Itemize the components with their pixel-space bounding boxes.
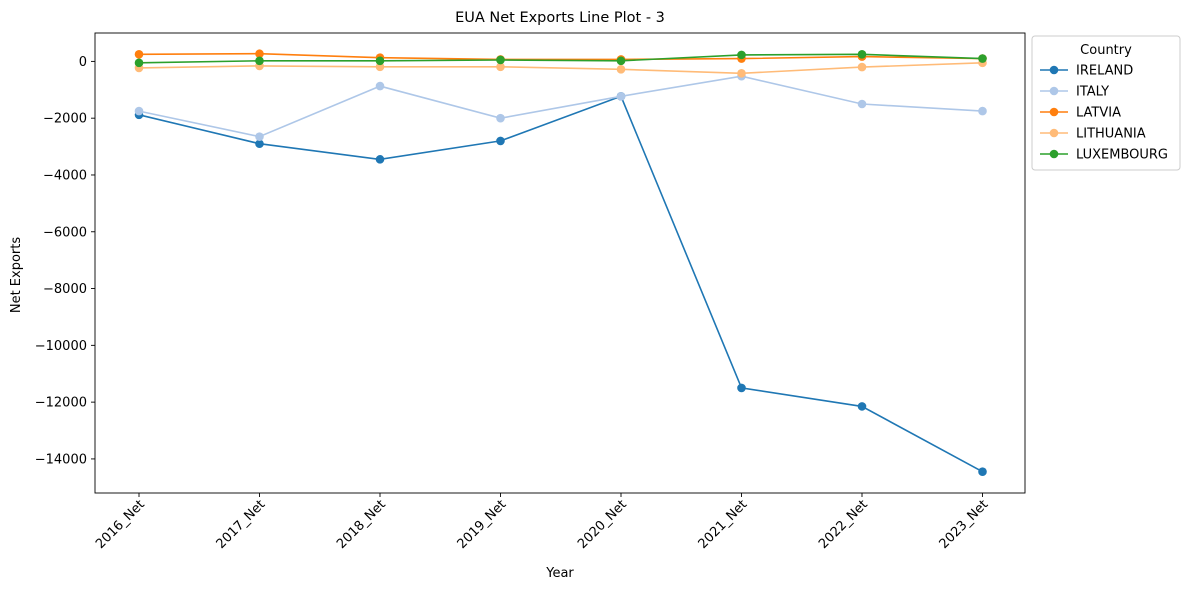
series-luxembourg	[134, 49, 987, 68]
data-point	[737, 50, 746, 60]
data-point	[857, 49, 867, 59]
legend-item: ITALY	[1040, 85, 1109, 100]
legend-label: LUXEMBOURG	[1076, 148, 1168, 163]
data-point	[496, 136, 505, 146]
x-axis-label: Year	[545, 566, 574, 581]
y-tick-label: −10000	[35, 339, 87, 354]
legend-swatch-marker	[1049, 107, 1059, 117]
data-point	[375, 81, 385, 91]
y-tick-label: −2000	[43, 112, 87, 127]
legend-label: IRELAND	[1076, 64, 1133, 79]
legend-label: ITALY	[1076, 85, 1109, 100]
data-point	[978, 54, 987, 63]
series-ireland	[134, 92, 987, 477]
data-point	[375, 155, 385, 164]
legend-item: LITHUANIA	[1040, 127, 1146, 142]
data-point	[737, 69, 746, 78]
data-point	[496, 55, 505, 65]
plot-frame	[94, 32, 1026, 494]
x-tick-label: 2022_Net	[816, 497, 871, 552]
legend-item: LUXEMBOURG	[1040, 148, 1168, 163]
data-point	[616, 92, 626, 101]
y-tick-label: −12000	[35, 396, 87, 411]
x-tick-label: 2019_Net	[455, 497, 510, 552]
x-tick-label: 2021_Net	[696, 497, 751, 552]
series-line	[138, 53, 983, 64]
data-point	[496, 62, 505, 72]
data-point	[857, 99, 867, 109]
legend-title: Country	[1080, 43, 1132, 58]
x-tick-label: 2017_Net	[214, 497, 269, 552]
x-tick-label: 2018_Net	[334, 497, 389, 552]
legend-swatch-marker	[1049, 86, 1059, 96]
series-italy	[134, 71, 987, 141]
data-point	[255, 49, 264, 59]
data-point	[375, 62, 385, 72]
data-point	[134, 49, 144, 59]
x-tick-label: 2016_Net	[93, 497, 148, 552]
data-point	[857, 62, 867, 72]
y-tick-label: −8000	[43, 282, 87, 297]
data-point	[616, 56, 626, 66]
legend-swatch-marker	[1049, 65, 1059, 75]
data-point	[255, 56, 264, 66]
legend-label: LITHUANIA	[1076, 127, 1146, 142]
legend-swatch-marker	[1049, 128, 1059, 138]
data-point	[857, 402, 867, 411]
y-tick-label: 0	[79, 55, 87, 70]
y-tick-label: −14000	[35, 452, 87, 467]
x-tick-label: 2023_Net	[937, 497, 992, 552]
data-point	[737, 383, 746, 393]
series-line	[138, 52, 983, 61]
chart-title: EUA Net Exports Line Plot - 3	[455, 10, 665, 26]
x-tick-label: 2020_Net	[575, 497, 630, 552]
plot-area: 0 −2000 −4000 −6000 −8000 −10000 −12000 −14000 2…	[35, 32, 1026, 552]
legend-label: LATVIA	[1076, 106, 1121, 121]
data-point	[255, 139, 264, 149]
data-point	[134, 106, 144, 116]
data-point	[616, 65, 626, 74]
series-line	[138, 75, 983, 138]
legend-item: LATVIA	[1040, 106, 1121, 121]
y-tick-label: −4000	[43, 168, 87, 183]
data-point	[978, 467, 987, 477]
legend-item: IRELAND	[1040, 64, 1133, 79]
legend: Country IRELAND ITALY LATVIA LITHUANIA LUXEMB…	[1031, 35, 1181, 171]
y-tick-label: −6000	[43, 225, 87, 240]
data-point	[255, 132, 264, 141]
data-point	[375, 56, 385, 66]
data-point	[978, 106, 987, 116]
data-point	[134, 58, 144, 68]
series-line	[138, 95, 983, 473]
legend-box	[1031, 35, 1181, 171]
y-axis-label: Net Exports	[9, 237, 24, 314]
legend-swatch-marker	[1049, 149, 1059, 159]
series-line	[138, 62, 983, 75]
data-point	[496, 113, 505, 123]
